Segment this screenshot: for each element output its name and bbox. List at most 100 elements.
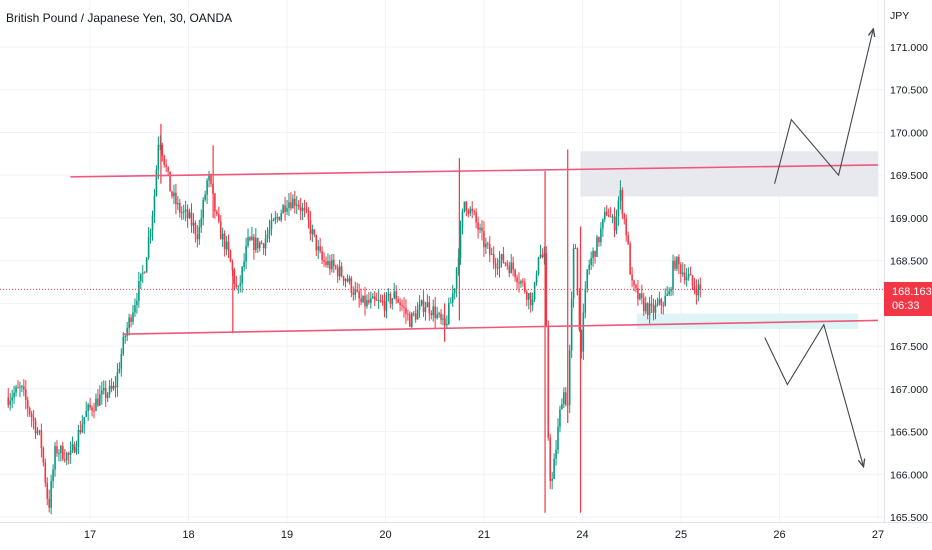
- candle-body: [79, 429, 82, 433]
- candle-body: [255, 237, 257, 251]
- candle-body: [463, 201, 466, 212]
- candle-body: [276, 216, 279, 218]
- candle-body: [617, 200, 620, 216]
- candle-body: [559, 409, 561, 427]
- candle-body: [184, 209, 187, 212]
- candle-body: [151, 215, 154, 231]
- axis-unit-label: JPY: [890, 10, 909, 22]
- candle-body: [644, 303, 647, 312]
- candle-body: [488, 244, 491, 255]
- candle-body: [38, 430, 41, 432]
- candle-body: [249, 237, 251, 241]
- candle-body: [403, 306, 405, 308]
- candle-body: [455, 268, 458, 289]
- time-tick-label: 20: [379, 529, 391, 541]
- candle-body: [526, 291, 528, 300]
- candle-body: [101, 390, 103, 395]
- candle-body: [471, 208, 474, 212]
- candle-body: [258, 242, 261, 249]
- candle-body: [414, 313, 417, 320]
- candle-body: [457, 257, 460, 269]
- projection-path: [764, 323, 864, 466]
- candle-body: [590, 258, 592, 265]
- candle-body: [473, 211, 475, 213]
- candle-body: [477, 222, 479, 230]
- candle-body: [75, 446, 78, 453]
- candle-body: [136, 300, 138, 306]
- candle-body: [177, 202, 179, 205]
- candle-body: [124, 335, 127, 337]
- candle-body: [358, 291, 360, 299]
- candle-body: [200, 218, 203, 228]
- candle-body: [405, 307, 407, 314]
- candle-body: [65, 453, 68, 461]
- candle-body: [401, 305, 403, 307]
- candle-body: [553, 458, 555, 480]
- channel-upper-line: [70, 164, 879, 178]
- candle-body: [485, 243, 487, 248]
- candle-body: [664, 295, 667, 306]
- candle-body: [656, 303, 659, 305]
- candle-body: [138, 281, 140, 301]
- candle-body: [492, 253, 495, 264]
- candle-body: [50, 481, 52, 508]
- candle-body: [54, 446, 56, 470]
- candle-body: [366, 299, 368, 307]
- candle-body: [549, 437, 552, 481]
- candle-body: [311, 229, 314, 234]
- candle-body: [13, 392, 15, 398]
- candle-body: [169, 171, 171, 192]
- candle-body: [379, 300, 382, 302]
- candle-body: [648, 303, 651, 316]
- candle-body: [428, 302, 431, 314]
- candle-body: [272, 219, 275, 221]
- candle-body: [389, 294, 392, 304]
- candle-body: [214, 193, 216, 212]
- chart-grid: [0, 0, 884, 522]
- candle-body: [613, 216, 616, 231]
- candle-body: [292, 198, 294, 209]
- time-tick-label: 25: [675, 529, 687, 541]
- channel-lines[interactable]: [70, 164, 879, 335]
- channel-lower-line: [122, 319, 879, 335]
- candle-body: [348, 278, 351, 282]
- candle-body: [85, 410, 88, 417]
- candle-body: [646, 303, 649, 316]
- candle-body: [245, 245, 247, 262]
- candle-body: [409, 314, 411, 327]
- candle-body: [346, 279, 349, 282]
- candle-body: [95, 398, 97, 411]
- candle-body: [178, 202, 181, 213]
- candle-body: [611, 216, 614, 218]
- candle-body: [469, 208, 472, 214]
- candle-body: [500, 254, 503, 260]
- candle-body: [256, 237, 259, 249]
- candle-body: [529, 293, 532, 306]
- candle-body: [352, 292, 355, 295]
- candle-body: [221, 233, 224, 240]
- candle-body: [93, 410, 95, 412]
- candle-body: [568, 350, 571, 405]
- candle-body: [315, 234, 318, 251]
- bar-countdown: 06:33: [892, 300, 920, 312]
- candle-body: [564, 392, 567, 405]
- candle-body: [527, 293, 530, 300]
- candle-body: [299, 206, 302, 212]
- candle-body: [333, 259, 335, 267]
- projection-arrows[interactable]: [764, 30, 874, 466]
- price-tick-label: 169.000: [890, 213, 928, 225]
- candle-body: [436, 314, 438, 318]
- candle-body: [434, 306, 436, 318]
- candle-body: [440, 313, 442, 320]
- candle-body: [375, 299, 378, 301]
- candle-body: [30, 413, 33, 418]
- time-axis[interactable]: 17 18 19 20 21 24 25 26 27: [84, 529, 884, 541]
- candle-body: [91, 407, 93, 411]
- candle-body: [397, 299, 399, 303]
- candle-body: [71, 444, 74, 451]
- candle-body: [21, 386, 23, 388]
- projection-path: [774, 30, 874, 184]
- candle-body: [670, 289, 672, 292]
- last-price-badge: 168.163 06:33: [884, 282, 932, 316]
